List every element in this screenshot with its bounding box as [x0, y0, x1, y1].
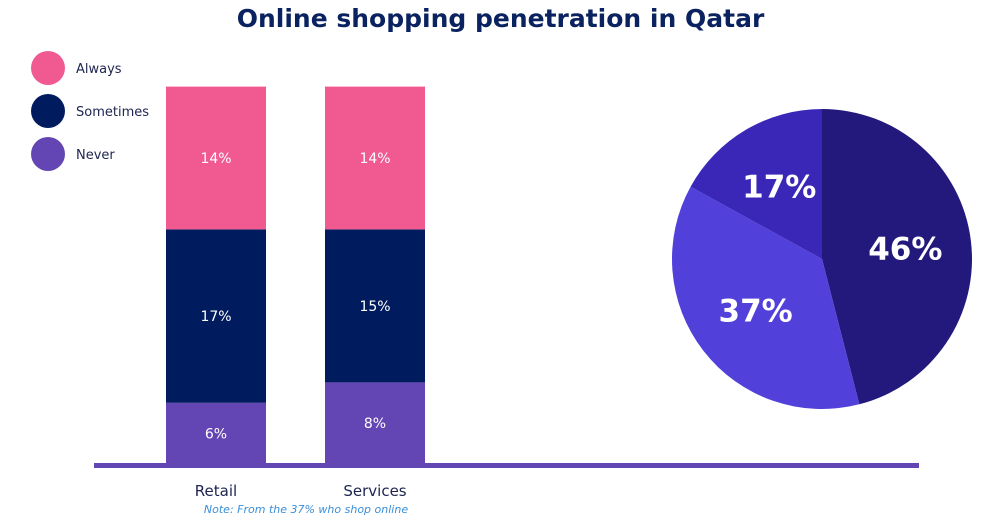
bar-segment-services-sometimes — [325, 229, 425, 383]
data-label-services-never: 8% — [364, 416, 386, 432]
legend-swatch-never — [31, 137, 65, 171]
category-label-services: Services — [343, 482, 406, 500]
pie-label-1: 46% — [868, 231, 942, 267]
bar-segment-retail-never — [166, 402, 266, 464]
chart-title: Online shopping penetration in Qatar — [236, 4, 765, 33]
pie-slice-1 — [822, 109, 972, 405]
x-axis-baseline — [94, 463, 919, 468]
legend-swatch-always — [31, 51, 65, 85]
footnote: Note: From the 37% who shop online — [204, 503, 408, 516]
legend-label-always: Always — [76, 62, 122, 77]
pie-slice-2 — [672, 186, 860, 409]
pie-label-3: 17% — [742, 170, 816, 206]
category-labels: Retail Services — [195, 482, 407, 500]
legend-swatch-sometimes — [31, 94, 65, 128]
pie-label-2: 37% — [719, 293, 793, 329]
bar-segment-retail-sometimes — [166, 229, 266, 403]
pie-slice-3 — [690, 109, 822, 259]
data-label-services-always: 14% — [359, 151, 390, 167]
legend: Always Sometimes Never — [31, 51, 149, 171]
data-label-retail-never: 6% — [205, 426, 227, 442]
data-label-retail-always: 14% — [200, 151, 231, 167]
category-label-retail: Retail — [195, 482, 237, 500]
data-label-retail-sometimes: 17% — [200, 309, 231, 325]
legend-label-sometimes: Sometimes — [76, 105, 149, 120]
bar-segment-services-always — [325, 86, 425, 230]
pie-chart: 46% 37% 17% — [672, 109, 972, 409]
data-label-services-sometimes: 15% — [359, 299, 390, 315]
stacked-bar-chart: 6% 17% 14% 8% 15% 14% — [166, 86, 425, 464]
bar-segment-services-never — [325, 382, 425, 464]
legend-label-never: Never — [76, 148, 115, 163]
bar-segment-retail-always — [166, 86, 266, 230]
